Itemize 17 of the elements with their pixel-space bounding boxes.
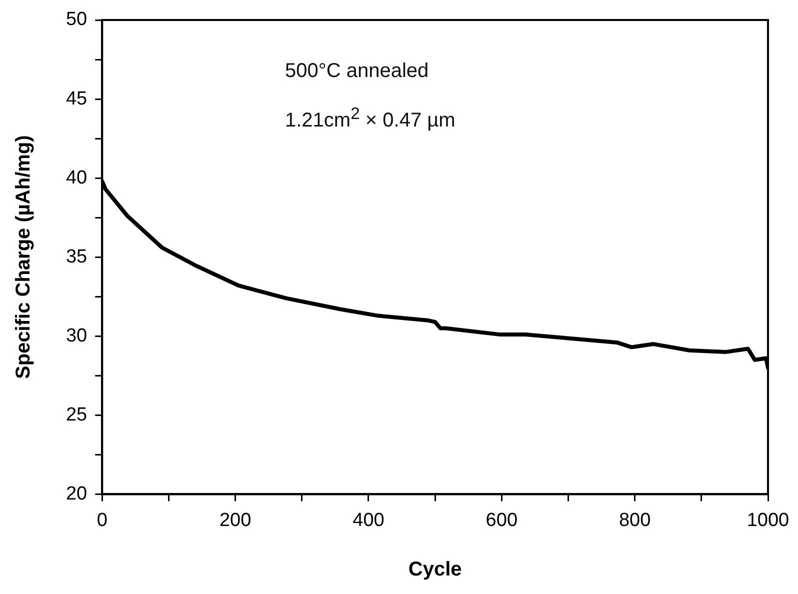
x-tick-label: 600 [486, 510, 518, 531]
y-axis-title: Specific Charge (µAh/mg) [12, 135, 35, 379]
y-tick-label: 25 [66, 404, 88, 426]
y-tick-label: 30 [66, 325, 88, 346]
y-tick-label: 20 [66, 483, 88, 504]
annotation: 500°C annealed [285, 60, 429, 83]
x-tick-label: 0 [96, 510, 108, 531]
x-tick-label: 1000 [746, 510, 790, 531]
annotation: 1.21cm$^{2}$ × 0.47 µm [285, 104, 456, 133]
x-tick-label: 200 [219, 510, 252, 531]
x-axis-title: Cycle [408, 558, 462, 581]
x-tick-label: 800 [618, 510, 651, 531]
x-tick-label: 400 [352, 510, 384, 531]
y-tick-label: 50 [66, 9, 88, 30]
y-tick-label: 40 [66, 167, 88, 188]
y-tick-label: 35 [66, 246, 88, 268]
y-tick-label: 45 [66, 88, 88, 110]
